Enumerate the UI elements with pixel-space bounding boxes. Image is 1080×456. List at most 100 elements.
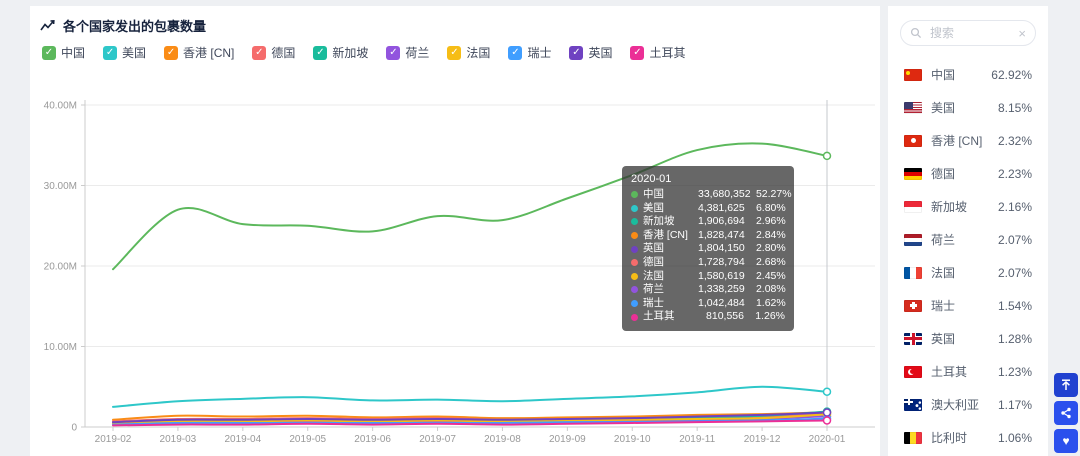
tooltip-series-value: 1,906,694 [698, 215, 745, 228]
legend-item[interactable]: ✓ 英国 [569, 44, 612, 61]
legend-item[interactable]: ✓ 德国 [252, 44, 295, 61]
country-name: 德国 [931, 167, 956, 181]
country-row[interactable]: 德国 2.23% [888, 157, 1048, 190]
clear-icon[interactable]: × [1018, 25, 1026, 41]
country-row[interactable]: 比利时 1.06% [888, 421, 1048, 454]
series-endpoint [822, 387, 832, 396]
tooltip-title: 2020-01 [631, 173, 672, 185]
legend-item[interactable]: ✓ 美国 [103, 44, 146, 61]
checkbox-checked-icon[interactable]: ✓ [42, 45, 56, 60]
search-icon [910, 27, 922, 39]
series-dot-icon [631, 245, 638, 253]
chart-panel: 各个国家发出的包裹数量 ✓ 中国 ✓ 美国 ✓ 香港 [CN] ✓ 德国 ✓ 新加坡 ✓ 荷兰 ✓ 法国 ✓… [30, 6, 880, 456]
arrow-up-to-line-icon [1062, 379, 1070, 390]
tooltip-row: 德国 1,728,794 2.68% [631, 255, 786, 270]
checkbox-checked-icon[interactable]: ✓ [164, 45, 179, 60]
search-input[interactable] [928, 25, 1013, 41]
tooltip-series-value: 810,556 [706, 310, 744, 323]
country-row[interactable]: 澳大利亚 1.17% [888, 388, 1048, 421]
tooltip-series-value: 1,828,474 [698, 228, 745, 241]
tooltip-rows: 中国 33,680,352 52.27% 美国 4,381,625 6.80% 新加坡 1,9… [631, 188, 792, 324]
country-row[interactable]: 法国 2.07% [888, 256, 1048, 289]
checkbox-checked-icon[interactable]: ✓ [386, 45, 401, 60]
tooltip-series-name: 新加坡 [643, 215, 675, 228]
panel-header: 各个国家发出的包裹数量 [40, 16, 206, 35]
legend-item[interactable]: ✓ 法国 [447, 44, 490, 61]
legend-label: 新加坡 [332, 46, 369, 60]
tooltip-series-percent: 6.80% [755, 201, 786, 214]
search-box[interactable]: × [900, 20, 1036, 46]
checkbox-checked-icon[interactable]: ✓ [569, 45, 584, 60]
country-percent: 8.15% [997, 100, 1032, 115]
country-name: 比利时 [931, 431, 968, 445]
country-percent: 2.16% [997, 199, 1032, 214]
country-percent: 1.54% [997, 298, 1032, 313]
flag-de-icon [904, 167, 922, 180]
checkbox-checked-icon[interactable]: ✓ [103, 45, 118, 60]
x-axis-label: 2019-05 [289, 434, 326, 445]
tooltip-row: 香港 [CN] 1,828,474 2.84% [631, 228, 786, 243]
tooltip-series-value: 1,580,619 [698, 269, 745, 282]
country-name: 中国 [931, 68, 956, 82]
country-name: 荷兰 [931, 233, 956, 247]
favorite-button[interactable]: ♥ [1054, 429, 1078, 453]
tooltip-row: 法国 1,580,619 2.45% [631, 269, 786, 284]
country-row[interactable]: 中国 62.92% [888, 58, 1048, 91]
country-row[interactable]: 美国 8.15% [888, 91, 1048, 124]
chart-canvas: 40.00M 30.00M 20.00M 10.00M 0 2019-02 2019-03 2… [44, 100, 875, 445]
flag-be-icon [904, 431, 922, 444]
tooltip-series-name: 中国 [643, 188, 664, 200]
panel-title: 各个国家发出的包裹数量 [63, 19, 207, 34]
flag-fr-icon [904, 266, 922, 279]
country-percent: 2.07% [997, 232, 1032, 247]
tooltip-series-percent: 1.26% [755, 310, 785, 323]
tooltip-series-value: 4,381,625 [698, 201, 745, 214]
legend-label: 德国 [271, 46, 296, 60]
tooltip-series-name: 荷兰 [643, 283, 664, 296]
flag-hk-icon [904, 134, 922, 147]
x-axis-label: 2019-03 [160, 434, 197, 445]
country-percent: 1.28% [997, 331, 1032, 346]
legend-item[interactable]: ✓ 新加坡 [313, 44, 368, 61]
country-percent: 2.32% [997, 133, 1032, 148]
back-to-top-button[interactable] [1054, 373, 1078, 397]
legend-label: 香港 [CN] [183, 46, 235, 60]
checkbox-checked-icon[interactable]: ✓ [447, 45, 462, 60]
share-button[interactable] [1054, 401, 1078, 425]
series-endpoint [822, 408, 832, 417]
country-row[interactable]: 新加坡 2.16% [888, 190, 1048, 223]
series-dot-icon [631, 272, 638, 280]
checkbox-checked-icon[interactable]: ✓ [630, 45, 645, 60]
legend-label: 瑞士 [527, 46, 552, 60]
flag-us-icon [904, 101, 922, 114]
country-percent: 1.06% [997, 430, 1032, 445]
legend-item[interactable]: ✓ 香港 [CN] [164, 44, 234, 61]
legend-item[interactable]: ✓ 荷兰 [386, 44, 429, 61]
country-percent: 2.07% [997, 265, 1032, 280]
tooltip-series-value: 1,728,794 [698, 255, 745, 268]
legend-item[interactable]: ✓ 瑞士 [508, 44, 551, 61]
tooltip-series-name: 土耳其 [643, 310, 675, 323]
checkbox-checked-icon[interactable]: ✓ [313, 45, 328, 60]
series-dot-icon [631, 300, 638, 308]
tooltip-row: 瑞士 1,042,484 1.62% [631, 297, 786, 311]
tooltip-series-name: 英国 [643, 242, 664, 255]
checkbox-checked-icon[interactable]: ✓ [508, 45, 523, 60]
series-dot-icon [631, 313, 638, 321]
series-line [112, 413, 828, 424]
country-row[interactable]: 香港 [CN] 2.32% [888, 124, 1048, 157]
country-name: 法国 [931, 266, 956, 280]
y-axis-label: 30.00M [44, 181, 77, 192]
tooltip-series-percent: 2.68% [755, 255, 786, 268]
country-row[interactable]: 瑞士 1.54% [888, 289, 1048, 322]
country-row[interactable]: 荷兰 2.07% [888, 223, 1048, 256]
series-dot-icon [631, 218, 638, 226]
x-axis-label: 2019-10 [614, 434, 651, 445]
legend-item[interactable]: ✓ 土耳其 [630, 44, 685, 61]
country-row[interactable]: 土耳其 1.23% [888, 355, 1048, 388]
legend-item[interactable]: ✓ 中国 [42, 44, 85, 61]
checkbox-checked-icon[interactable]: ✓ [252, 45, 267, 60]
country-row[interactable]: 英国 1.28% [888, 322, 1048, 355]
tooltip-series-value: 1,338,259 [698, 283, 745, 296]
y-axis-label: 10.00M [44, 342, 77, 353]
